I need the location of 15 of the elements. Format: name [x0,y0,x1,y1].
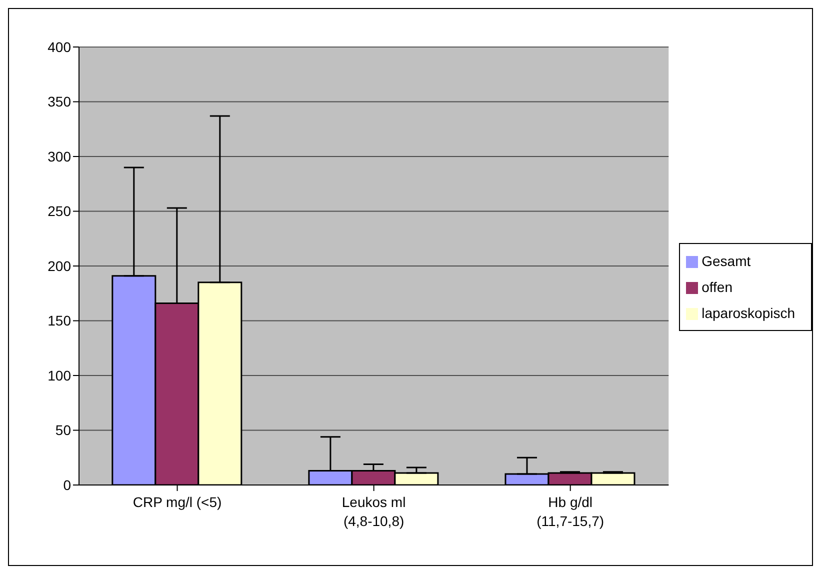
x-tick-label: CRP mg/l (<5) [132,494,222,510]
y-tick-label: 50 [55,422,72,438]
x-tick-label: Hb g/dl (11,7-15,7) [536,494,604,529]
y-tick-label: 0 [63,476,72,493]
legend-label: Gesamt [702,253,751,269]
y-tick-label: 250 [48,203,72,220]
legend-label: offen [702,279,732,295]
x-tick-label: Leukos ml (4,8-10,8) [342,494,406,529]
y-tick-label: 200 [48,258,72,274]
y-tick-label: 100 [48,367,72,384]
y-tick-label: 350 [48,94,72,110]
y-tick-label: 300 [48,148,72,164]
y-tick-label: 150 [48,312,72,329]
y-tick-label: 400 [48,38,72,55]
legend-label: laparoskopisch [702,305,795,321]
